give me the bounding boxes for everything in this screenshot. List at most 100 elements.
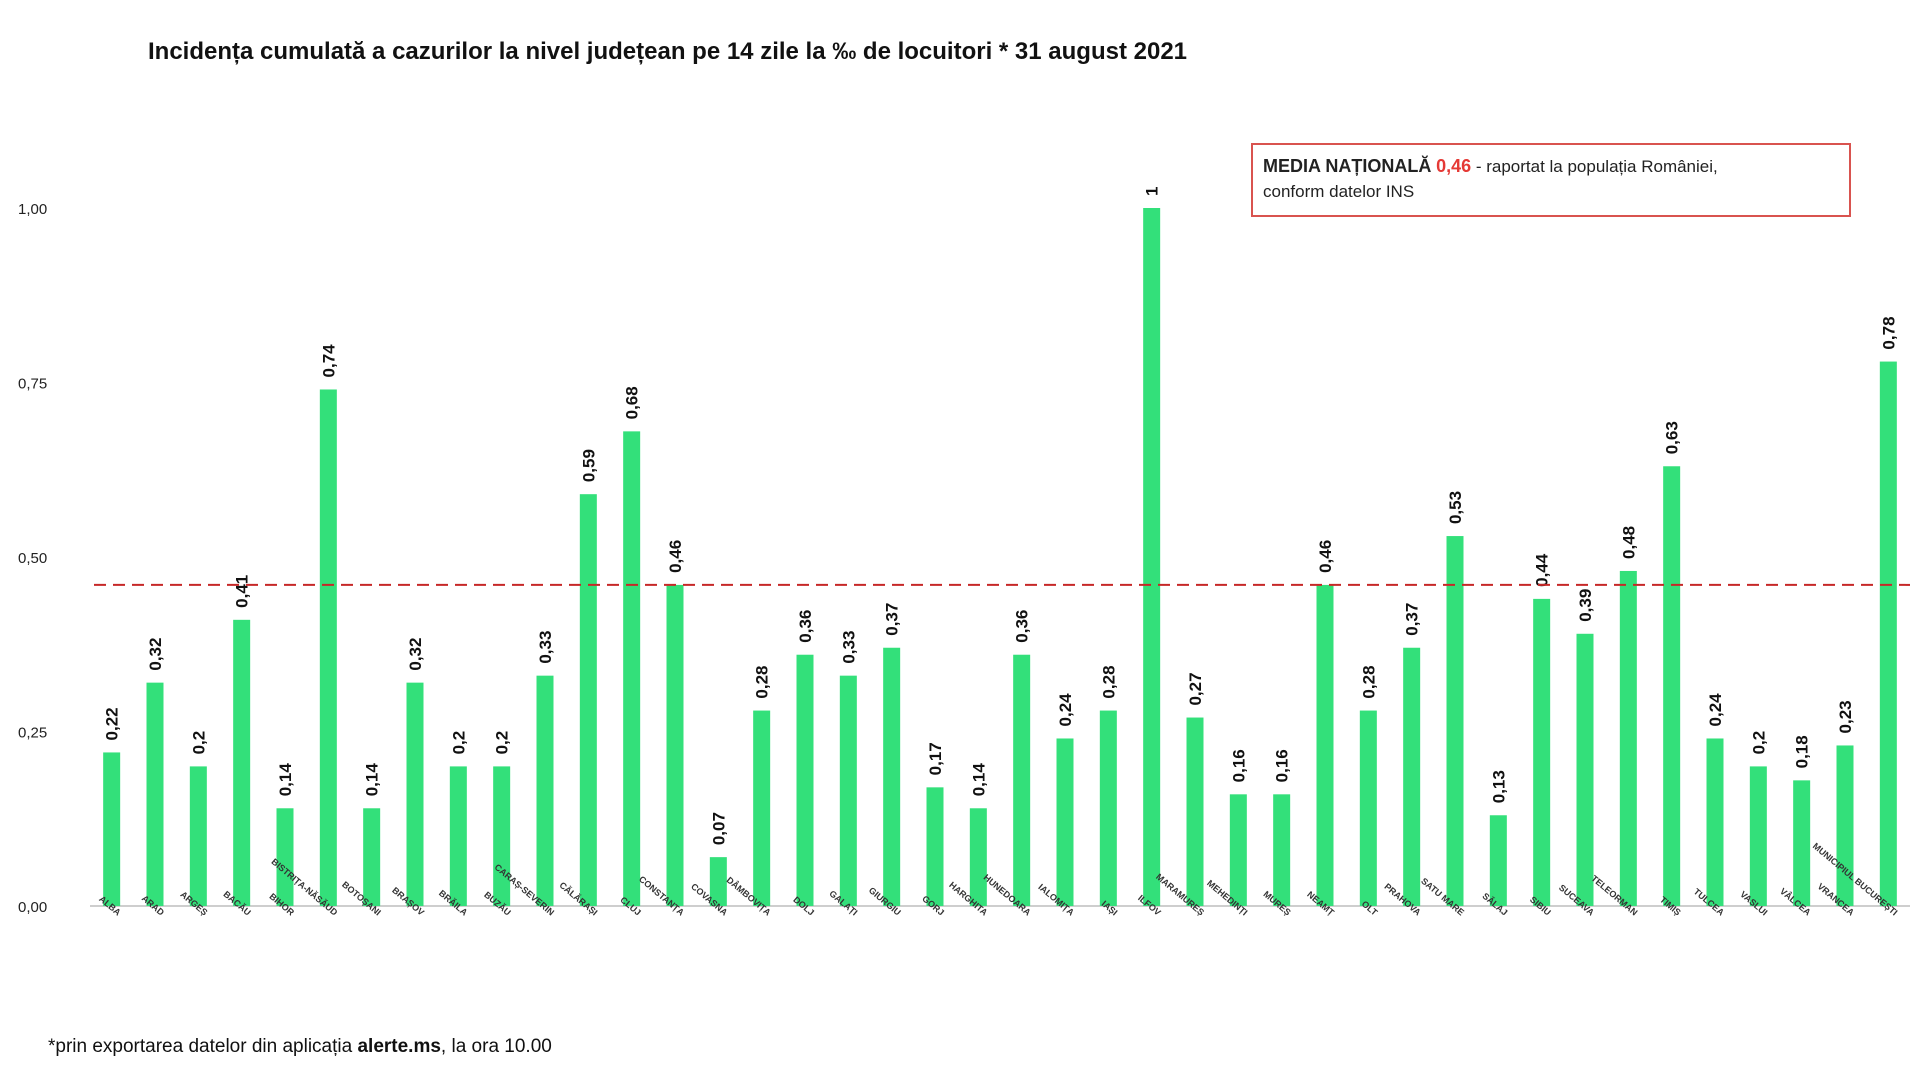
value-label: 0,27 — [1186, 672, 1205, 705]
value-label: 0,13 — [1489, 770, 1508, 803]
bar — [579, 494, 597, 906]
value-label: 0,46 — [666, 540, 685, 573]
bar — [1273, 794, 1291, 906]
bar — [276, 808, 294, 906]
callout-value: 0,46 — [1436, 156, 1472, 176]
bar — [233, 619, 251, 906]
bar — [146, 682, 164, 906]
value-label: 0,2 — [189, 731, 208, 755]
bar — [449, 766, 467, 906]
national-average-callout: MEDIA NAȚIONALĂ 0,46 - raportat la popul… — [1251, 143, 1851, 217]
value-label: 1 — [1143, 187, 1162, 196]
bar — [1879, 361, 1897, 906]
bar — [1446, 536, 1464, 906]
bar — [406, 682, 424, 906]
footnote-app: alerte.ms — [357, 1036, 441, 1057]
y-axis: 0,00 0,25 0,50 0,75 1,00 — [18, 201, 1910, 916]
value-label: 0,32 — [146, 638, 165, 671]
value-label: 0,36 — [796, 610, 815, 643]
value-label: 0,14 — [969, 763, 988, 797]
bar — [1186, 717, 1204, 906]
value-label: 0,37 — [883, 603, 902, 636]
value-label: 0,78 — [1879, 316, 1898, 349]
value-label: 0,24 — [1706, 693, 1725, 727]
value-label: 0,28 — [1099, 665, 1118, 698]
bar — [1403, 647, 1421, 906]
bars-group — [103, 208, 1897, 907]
bar — [709, 857, 727, 906]
x-tick-label: OLT — [1360, 899, 1380, 918]
bar — [1229, 794, 1247, 906]
value-label: 0,53 — [1446, 491, 1465, 524]
value-label: 0,46 — [1316, 540, 1335, 573]
bar — [1013, 654, 1031, 906]
bar — [1359, 710, 1377, 906]
y-tick-label: 0,75 — [18, 376, 47, 393]
value-label: 0,39 — [1576, 589, 1595, 622]
value-label: 0,24 — [1056, 693, 1075, 727]
value-label: 0,16 — [1273, 749, 1292, 782]
value-labels: 0,22 0,32 0,2 0,41 0,14 0,74 0,14 0,32 0,2 0,2 0,3… — [103, 187, 1899, 846]
chart-title: Incidența cumulată a cazurilor la nivel … — [148, 38, 1188, 65]
value-label: 0,14 — [276, 763, 295, 797]
bar — [926, 787, 944, 906]
value-label: 0,23 — [1836, 700, 1855, 733]
bar — [1099, 710, 1117, 906]
value-label: 0,48 — [1619, 526, 1638, 559]
bar — [753, 710, 771, 906]
value-label: 0,14 — [363, 763, 382, 797]
y-tick-label: 0,25 — [18, 725, 47, 742]
value-label: 0,28 — [1359, 665, 1378, 698]
value-label: 0,59 — [579, 449, 598, 482]
bar — [623, 431, 641, 906]
bar — [536, 675, 554, 906]
value-label: 0,33 — [536, 631, 555, 664]
value-label: 0,18 — [1793, 735, 1812, 768]
bar — [839, 675, 857, 906]
value-label: 0,33 — [839, 631, 858, 664]
bar — [1056, 738, 1074, 906]
value-label: 0,2 — [493, 731, 512, 755]
value-label: 0,37 — [1403, 603, 1422, 636]
bar — [1706, 738, 1724, 906]
value-label: 0,32 — [406, 638, 425, 671]
y-tick-label: 0,00 — [18, 899, 47, 916]
bar — [1489, 815, 1507, 906]
bar — [1793, 780, 1811, 906]
bar — [1316, 584, 1334, 906]
bar — [189, 766, 207, 906]
bar — [883, 647, 901, 906]
y-tick-label: 0,50 — [18, 550, 47, 567]
bar — [363, 808, 381, 906]
bar — [1749, 766, 1767, 906]
bar — [666, 584, 684, 906]
value-label: 0,17 — [926, 742, 945, 775]
bar — [1533, 598, 1551, 906]
value-label: 0,16 — [1229, 749, 1248, 782]
value-label: 0,41 — [233, 575, 252, 608]
bar — [493, 766, 511, 906]
bar — [1143, 208, 1161, 906]
bar — [796, 654, 814, 906]
callout-label: MEDIA NAȚIONALĂ — [1263, 156, 1432, 176]
value-label: 0,2 — [1749, 731, 1768, 755]
footnote: *prin exportarea datelor din aplicația a… — [48, 1036, 552, 1058]
bar — [1619, 570, 1637, 906]
callout-text: - raportat la populația României, — [1471, 157, 1718, 176]
footnote-suffix: , la ora 10.00 — [440, 1036, 552, 1057]
value-label: 0,74 — [319, 344, 338, 378]
value-label: 0,44 — [1533, 553, 1552, 587]
value-label: 0,2 — [449, 731, 468, 755]
bar — [969, 808, 987, 906]
value-label: 0,07 — [709, 812, 728, 845]
bar — [1663, 466, 1681, 906]
bar — [1576, 633, 1594, 906]
y-tick-label: 1,00 — [18, 201, 47, 218]
footnote-prefix: *prin exportarea datelor din aplicația — [48, 1036, 358, 1057]
bar — [103, 752, 121, 906]
value-label: 0,22 — [103, 707, 122, 740]
value-label: 0,63 — [1663, 421, 1682, 454]
value-label: 0,36 — [1013, 610, 1032, 643]
callout-source: conform datelor INS — [1263, 181, 1415, 201]
